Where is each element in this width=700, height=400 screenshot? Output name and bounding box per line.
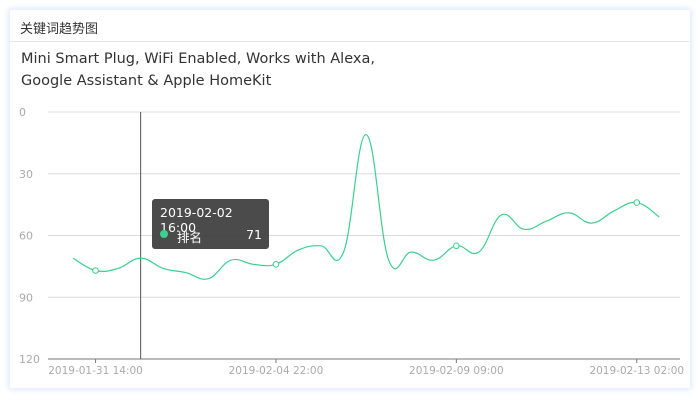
data-point bbox=[272, 261, 280, 268]
y-tick-label: 60 bbox=[19, 230, 33, 243]
y-tick-label: 0 bbox=[19, 106, 26, 119]
tooltip-series-name: 排名 bbox=[177, 230, 203, 245]
tooltip-value: 71 bbox=[246, 227, 262, 242]
x-tick-label: 2019-01-31 14:00 bbox=[48, 365, 143, 377]
data-point bbox=[92, 267, 99, 274]
x-tick-label: 2019-02-13 02:00 bbox=[589, 365, 684, 377]
series-dot-icon bbox=[160, 230, 168, 238]
data-point bbox=[453, 242, 460, 250]
chart-title-line-2: Google Assistant & Apple HomeKit bbox=[21, 73, 272, 89]
series-line bbox=[72, 134, 660, 280]
chart-title-line-1: Mini Smart Plug, WiFi Enabled, Works wit… bbox=[21, 51, 375, 67]
x-tick-label: 2019-02-04 22:00 bbox=[229, 365, 324, 377]
y-tick-label: 120 bbox=[19, 353, 40, 366]
tooltip: 2019-02-02 16:00 排名 71 bbox=[152, 199, 269, 249]
data-point bbox=[633, 199, 641, 206]
y-tick-label: 30 bbox=[19, 168, 33, 181]
card-header: 关键词趋势图 bbox=[10, 10, 690, 42]
card-title: 关键词趋势图 bbox=[20, 22, 99, 37]
keyword-trend-card: 关键词趋势图 Mini Smart Plug, WiFi Enabled, Wo… bbox=[10, 10, 690, 388]
tooltip-time: 2019-02-02 16:00 bbox=[160, 205, 233, 235]
y-tick-label: 90 bbox=[19, 291, 33, 304]
x-tick-label: 2019-02-09 09:00 bbox=[409, 365, 504, 377]
chart-title: Mini Smart Plug, WiFi Enabled, Works wit… bbox=[21, 48, 421, 92]
